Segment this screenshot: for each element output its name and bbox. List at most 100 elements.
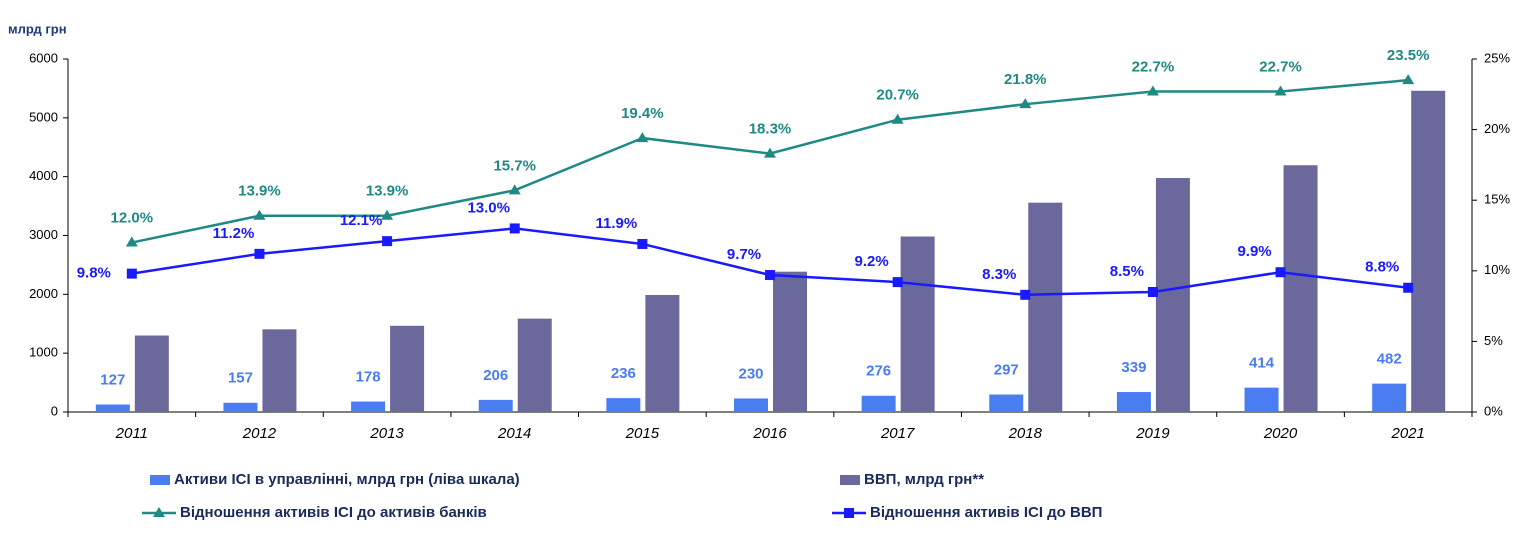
bar: [351, 401, 386, 412]
bar: [900, 236, 935, 412]
line-value-label: 9.7%: [727, 246, 761, 263]
y2-tick-label: 20%: [1484, 121, 1510, 136]
x-tick-label: 2014: [497, 425, 531, 442]
bar: [989, 394, 1024, 412]
marker: [381, 209, 394, 220]
bar: [773, 271, 807, 412]
line-value-label: 12.1%: [340, 212, 383, 229]
bar: [734, 398, 768, 412]
line-value-label: 23.5%: [1387, 47, 1430, 64]
bar: [223, 402, 258, 412]
y2-tick-label: 15%: [1484, 192, 1510, 207]
marker: [254, 248, 265, 259]
bar-value-label: 297: [994, 361, 1019, 378]
marker: [1020, 289, 1031, 300]
x-tick-label: 2020: [1263, 425, 1298, 442]
line: [131, 78, 1409, 244]
y2-tick-label: 0%: [1484, 403, 1503, 418]
bar-value-label: 482: [1377, 351, 1402, 368]
y-tick-label: 4000: [29, 168, 58, 183]
y-tick-label: 2000: [29, 286, 58, 301]
y-tick-label: 5000: [29, 109, 58, 124]
bar: [134, 335, 169, 412]
line-value-label: 22.7%: [1259, 58, 1302, 75]
line-value-label: 22.7%: [1132, 58, 1175, 75]
x-tick-label: 2011: [115, 425, 148, 442]
marker: [253, 209, 266, 220]
marker: [508, 184, 521, 195]
bar: [517, 318, 552, 412]
bar-value-label: 276: [866, 363, 891, 380]
bar: [478, 399, 513, 412]
marker: [1402, 74, 1415, 85]
bar: [645, 294, 680, 412]
marker: [636, 132, 649, 143]
bar-value-label: 178: [356, 368, 381, 385]
line-value-label: 8.3%: [982, 266, 1016, 283]
marker: [892, 277, 903, 288]
line: [131, 227, 1409, 297]
bar: [95, 404, 130, 412]
bar: [262, 329, 297, 412]
x-tick-label: 2021: [1390, 425, 1424, 442]
line-value-label: 11.9%: [596, 215, 638, 232]
line-value-label: 21.8%: [1004, 71, 1047, 88]
bar: [1372, 383, 1407, 412]
y-tick-label: 3000: [29, 227, 58, 242]
line-value-label: 9.8%: [77, 265, 111, 282]
bar: [861, 395, 896, 412]
bar-value-label: 339: [1121, 359, 1146, 376]
line-value-label: 11.2%: [213, 225, 255, 242]
marker: [1403, 282, 1414, 293]
marker: [1275, 267, 1286, 278]
marker: [126, 268, 137, 279]
bar: [1028, 202, 1063, 412]
y-axis-label: млрд грн: [8, 21, 67, 36]
legend-label: Відношення активів ІСІ до ВВП: [870, 504, 1102, 521]
y2-tick-label: 10%: [1484, 262, 1510, 277]
line-value-label: 19.4%: [621, 105, 664, 122]
line-value-label: 13.0%: [467, 199, 510, 216]
y-tick-label: 6000: [29, 50, 58, 65]
bar: [1155, 178, 1190, 412]
bar-value-label: 414: [1249, 355, 1275, 372]
legend-swatch: [150, 475, 170, 485]
bar-value-label: 127: [100, 371, 125, 388]
line-value-label: 20.7%: [876, 87, 919, 104]
x-tick-label: 2015: [625, 425, 660, 442]
bar: [1283, 165, 1318, 412]
y-tick-label: 1000: [29, 345, 58, 360]
line-value-label: 12.0%: [111, 210, 154, 227]
marker: [637, 238, 648, 249]
marker: [1147, 286, 1158, 297]
x-tick-label: 2018: [1008, 425, 1043, 442]
line-value-label: 8.5%: [1110, 263, 1144, 280]
marker: [509, 223, 520, 234]
bar-value-label: 236: [611, 365, 636, 382]
line-value-label: 18.3%: [749, 121, 792, 138]
bar-value-label: 206: [483, 367, 508, 384]
line-value-label: 8.8%: [1365, 259, 1399, 276]
x-tick-label: 2019: [1135, 425, 1170, 442]
line-value-label: 13.9%: [366, 183, 409, 200]
marker: [765, 270, 775, 281]
line-value-label: 15.7%: [493, 157, 536, 174]
bar-value-label: 157: [228, 370, 253, 387]
marker: [1019, 98, 1032, 109]
marker: [1146, 85, 1159, 96]
legend-label: Відношення активів ІСІ до активів банків: [180, 504, 487, 521]
y2-tick-label: 25%: [1484, 50, 1510, 65]
x-tick-label: 2012: [242, 425, 277, 442]
marker: [891, 113, 904, 124]
marker: [125, 236, 138, 247]
x-tick-label: 2016: [752, 425, 787, 442]
marker: [764, 147, 776, 158]
y2-tick-label: 5%: [1484, 333, 1503, 348]
bar: [1116, 392, 1151, 412]
legend-swatch: [840, 475, 860, 485]
line-value-label: 9.9%: [1237, 243, 1271, 260]
bar: [390, 325, 425, 412]
line-value-label: 9.2%: [855, 253, 889, 270]
legend-marker: [153, 507, 165, 517]
